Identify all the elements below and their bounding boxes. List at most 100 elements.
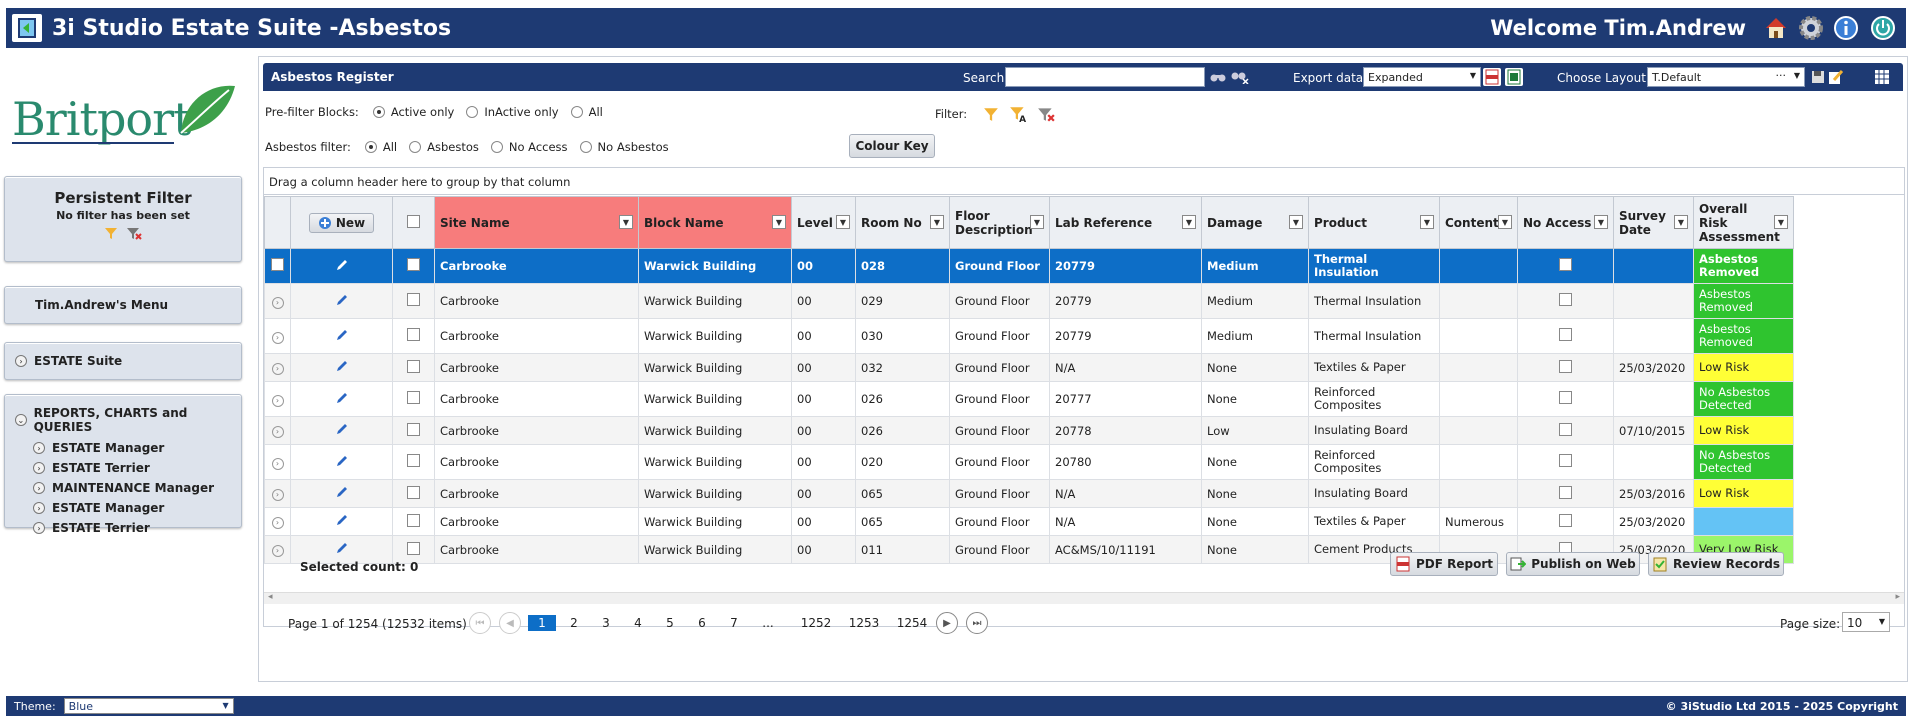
- column-chooser-icon[interactable]: [1873, 68, 1891, 86]
- edit-pencil-icon[interactable]: [335, 485, 349, 499]
- clear-filter-icon[interactable]: [126, 226, 142, 240]
- asbestos-noaccess-radio[interactable]: No Access: [490, 140, 568, 154]
- column-filter-icon[interactable]: ▼: [1498, 215, 1512, 229]
- row-arrow-icon[interactable]: ›: [271, 331, 284, 344]
- home-icon[interactable]: [1761, 13, 1791, 43]
- no-access-checkbox[interactable]: [1559, 328, 1572, 341]
- collapse-icon[interactable]: ⌄: [15, 414, 27, 426]
- header-overall-risk[interactable]: Overall Risk Assessment ▼: [1693, 196, 1794, 249]
- user-menu-panel[interactable]: Tim.Andrew's Menu: [4, 286, 242, 324]
- row-checkbox-cell[interactable]: [392, 318, 435, 354]
- next-page-icon[interactable]: ▶: [936, 612, 958, 634]
- asbestos-all-radio[interactable]: All: [364, 140, 397, 154]
- row-checkbox[interactable]: [407, 293, 420, 306]
- header-damage[interactable]: Damage ▼: [1201, 196, 1309, 249]
- header-no-access[interactable]: No Access ▼: [1517, 196, 1614, 249]
- page-number[interactable]: 5: [666, 616, 674, 630]
- row-checkbox[interactable]: [407, 391, 420, 404]
- table-row[interactable]: › Carbrooke Warwick Building 00 065 Ground Fl…: [264, 507, 1794, 536]
- row-indicator[interactable]: ›: [264, 318, 291, 354]
- header-block-name[interactable]: Block Name ▼: [638, 196, 792, 249]
- row-checkbox[interactable]: [407, 422, 420, 436]
- report-item-label[interactable]: ESTATE Terrier: [52, 521, 150, 535]
- prev-page-icon[interactable]: ◀: [499, 612, 521, 634]
- table-row[interactable]: › Carbrooke Warwick Building 00 026 Ground Fl…: [264, 381, 1794, 417]
- no-access-checkbox[interactable]: [1559, 258, 1572, 271]
- row-checkbox[interactable]: [407, 258, 420, 271]
- export-select[interactable]: Expanded ▼: [1363, 67, 1481, 87]
- excel-export-icon[interactable]: [1505, 68, 1523, 86]
- header-level[interactable]: Level ▼: [791, 196, 856, 249]
- table-row[interactable]: › Carbrooke Warwick Building 00 030 Ground Fl…: [264, 318, 1794, 354]
- column-filter-icon[interactable]: ▼: [772, 215, 786, 229]
- column-filter-icon[interactable]: ▼: [1774, 215, 1788, 229]
- layout-ellipsis[interactable]: ···: [1775, 69, 1787, 82]
- report-item-label[interactable]: MAINTENANCE Manager: [52, 481, 214, 495]
- header-content[interactable]: Content ▼: [1439, 196, 1518, 249]
- column-filter-icon[interactable]: ▼: [1030, 215, 1044, 229]
- row-checkbox-cell[interactable]: [392, 479, 435, 508]
- row-checkbox[interactable]: [407, 485, 420, 499]
- row-indicator[interactable]: ›: [264, 507, 291, 536]
- estate-suite-panel[interactable]: › ESTATE Suite: [4, 342, 242, 380]
- pdf-export-icon[interactable]: [1483, 68, 1501, 86]
- row-arrow-icon[interactable]: ›: [271, 517, 284, 529]
- row-selected-indicator[interactable]: [271, 258, 284, 271]
- column-filter-icon[interactable]: ▼: [1674, 215, 1688, 229]
- row-checkbox[interactable]: [407, 513, 420, 527]
- scroll-right-icon[interactable]: ▸: [1895, 592, 1900, 602]
- scroll-left-icon[interactable]: ◂: [268, 592, 273, 602]
- header-room-no[interactable]: Room No ▼: [855, 196, 950, 249]
- edit-cell[interactable]: [290, 507, 393, 536]
- no-access-checkbox[interactable]: [1559, 293, 1572, 306]
- row-checkbox-cell[interactable]: [392, 248, 435, 284]
- row-indicator[interactable]: ›: [264, 283, 291, 319]
- cell-no-access[interactable]: [1517, 444, 1614, 480]
- layout-select[interactable]: T.Default ··· ▼: [1647, 67, 1805, 87]
- report-item-label[interactable]: ESTATE Terrier: [52, 461, 150, 475]
- reports-title[interactable]: REPORTS, CHARTS and QUERIES: [33, 406, 188, 434]
- clear-filter-icon[interactable]: [1037, 106, 1055, 122]
- row-checkbox-cell[interactable]: [392, 381, 435, 417]
- clear-search-icon[interactable]: [1231, 68, 1249, 86]
- row-arrow-icon[interactable]: ›: [271, 545, 284, 557]
- edit-cell[interactable]: [290, 444, 393, 480]
- column-filter-icon[interactable]: ▼: [1182, 215, 1196, 229]
- search-input[interactable]: [1005, 67, 1205, 87]
- new-button[interactable]: New: [308, 212, 375, 233]
- no-access-checkbox[interactable]: [1559, 391, 1572, 404]
- binoculars-icon[interactable]: [1209, 68, 1227, 86]
- no-access-checkbox[interactable]: [1559, 359, 1572, 373]
- cell-no-access[interactable]: [1517, 381, 1614, 417]
- save-layout-icon[interactable]: [1809, 68, 1827, 86]
- row-checkbox-cell[interactable]: [392, 535, 435, 564]
- row-indicator[interactable]: ›: [264, 416, 291, 445]
- edit-cell[interactable]: [290, 479, 393, 508]
- prefilter-active-radio[interactable]: Active only: [372, 105, 454, 119]
- horizontal-scrollbar[interactable]: ◂ ▸: [264, 592, 1904, 604]
- edit-pencil-icon[interactable]: [335, 328, 349, 342]
- pdf-report-button[interactable]: PDF Report: [1390, 552, 1498, 576]
- column-filter-icon[interactable]: ▼: [1420, 215, 1434, 229]
- row-arrow-icon[interactable]: ›: [271, 363, 284, 375]
- row-arrow-icon[interactable]: ›: [271, 394, 284, 407]
- report-item-label[interactable]: ESTATE Manager: [52, 501, 165, 515]
- page-size-select[interactable]: 10 ▼: [1842, 612, 1890, 632]
- page-number[interactable]: 1254: [896, 616, 928, 630]
- edit-pencil-icon[interactable]: [335, 258, 349, 272]
- page-number[interactable]: 1: [528, 615, 556, 631]
- page-number[interactable]: 3: [602, 616, 610, 630]
- report-item[interactable]: › ESTATE Terrier: [5, 515, 241, 535]
- prefilter-all-radio[interactable]: All: [570, 105, 603, 119]
- row-indicator[interactable]: ›: [264, 444, 291, 480]
- edit-pencil-icon[interactable]: [335, 391, 349, 405]
- asbestos-none-radio[interactable]: No Asbestos: [579, 140, 669, 154]
- row-indicator[interactable]: ›: [264, 381, 291, 417]
- info-icon[interactable]: [1831, 13, 1861, 43]
- cell-no-access[interactable]: [1517, 479, 1614, 508]
- column-filter-icon[interactable]: ▼: [930, 215, 944, 229]
- report-item[interactable]: › ESTATE Manager: [5, 495, 241, 515]
- page-number[interactable]: 1252: [800, 616, 832, 630]
- page-ellipsis[interactable]: ...: [762, 616, 774, 630]
- edit-pencil-icon[interactable]: [335, 293, 349, 307]
